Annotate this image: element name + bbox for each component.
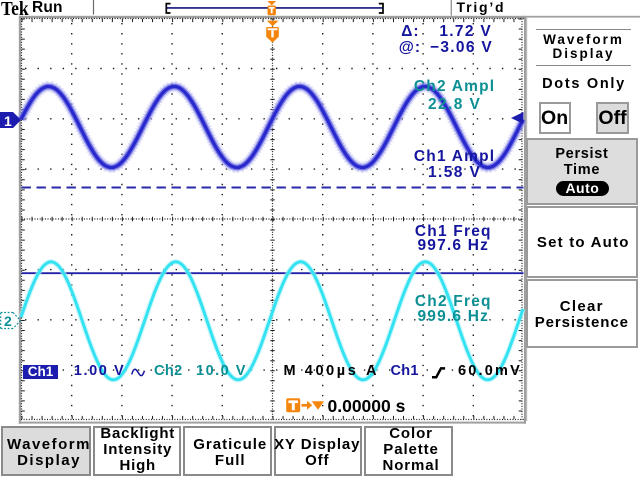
svg-text:2: 2	[4, 313, 12, 329]
svg-text:1: 1	[4, 113, 12, 129]
